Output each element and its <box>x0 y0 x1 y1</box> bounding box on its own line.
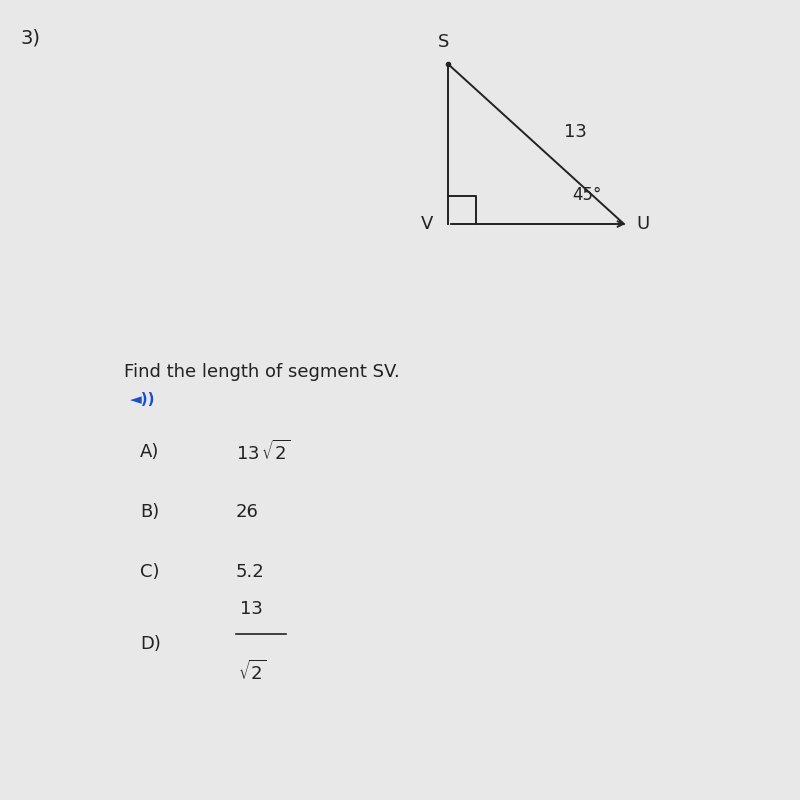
Text: B): B) <box>140 503 159 521</box>
Text: $\sqrt{2}$: $\sqrt{2}$ <box>238 660 267 684</box>
Text: 26: 26 <box>236 503 259 521</box>
Text: S: S <box>438 34 450 51</box>
Text: D): D) <box>140 635 161 653</box>
Text: 3): 3) <box>20 28 40 47</box>
Text: 5.2: 5.2 <box>236 563 265 581</box>
Text: 13: 13 <box>240 600 263 618</box>
Text: C): C) <box>140 563 159 581</box>
Text: 13: 13 <box>564 123 587 141</box>
Text: $13\,\sqrt{2}$: $13\,\sqrt{2}$ <box>236 440 290 464</box>
Text: U: U <box>636 215 650 233</box>
Text: 45°: 45° <box>572 186 602 204</box>
Text: A): A) <box>140 443 159 461</box>
Text: ◄)): ◄)) <box>130 393 156 407</box>
Text: V: V <box>422 215 434 233</box>
Text: Find the length of segment SV.: Find the length of segment SV. <box>124 363 400 381</box>
